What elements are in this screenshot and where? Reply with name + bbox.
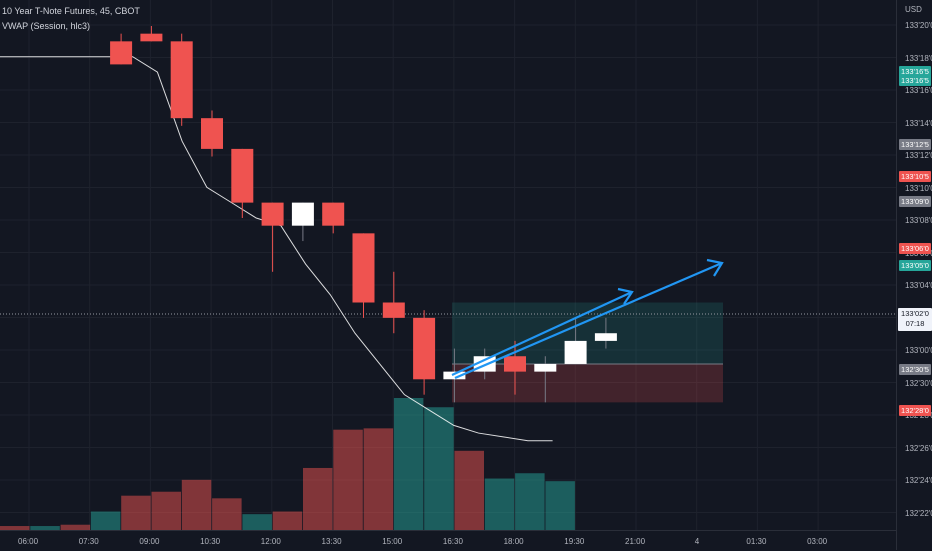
time-tick-label: 19:30: [564, 537, 585, 546]
volume-bar: [393, 398, 424, 530]
price-tick-label: 133'18'0: [905, 53, 932, 63]
vwap-line: [0, 56, 553, 442]
time-tick-label: 10:30: [200, 537, 221, 546]
price-tick-label: 133'10'0: [905, 183, 932, 193]
price-tick-label: 132'22'0: [905, 508, 932, 518]
candle-body: [564, 340, 587, 364]
price-chart[interactable]: [0, 0, 896, 530]
price-tick-label: 133'12'0: [905, 151, 932, 160]
candle-body: [443, 371, 466, 380]
volume-bar: [363, 428, 394, 530]
currency-label: USD: [905, 5, 922, 14]
price-tick-label: 132'30'0: [905, 378, 932, 388]
time-tick-label: 4: [694, 537, 700, 546]
candle-body: [261, 202, 284, 226]
last-price-value: 133'02'0: [901, 309, 929, 318]
time-tick-label: 12:00: [260, 537, 281, 546]
price-tick-label: 133'20'0: [905, 21, 932, 30]
price-tag: 133'09'0: [899, 196, 931, 207]
volume-bar: [424, 407, 454, 530]
volume-bar: [0, 526, 30, 530]
volume-bar: [333, 429, 363, 530]
projection-arrow-short: [451, 291, 633, 376]
price-tag: 133'16'5: [899, 75, 931, 86]
volume-bar: [242, 514, 272, 530]
candle-body: [231, 148, 254, 203]
time-tick-label: 15:00: [382, 537, 403, 546]
vwap-indicator-label[interactable]: VWAP (Session, hlc3): [2, 21, 91, 31]
candle-body: [170, 41, 193, 119]
time-tick-label: 01:30: [746, 537, 767, 546]
price-tick-label: 133'04'0: [905, 281, 932, 290]
price-tick-label: 133'08'0: [905, 216, 932, 225]
chart-area[interactable]: 10 Year T-Note Futures, 45, CBOT VWAP (S…: [0, 0, 896, 530]
last-price-tag: 133'02'0 07:18: [898, 308, 932, 331]
volume-bar: [151, 491, 181, 530]
volume-bar: [30, 526, 60, 530]
price-axis[interactable]: 133'20'0 133'18'0 133'16'0 133'14'0 133'12'0…: [896, 0, 932, 550]
candle-body: [291, 202, 314, 226]
volume-bar: [272, 511, 303, 530]
price-tag: 132'30'5: [899, 364, 931, 375]
candle-body: [534, 363, 557, 372]
time-axis[interactable]: 06:00 07:30 09:00 10:30 12:00 13:30 15:00 16:30…: [0, 530, 896, 551]
time-tick-label: 06:00: [18, 537, 39, 546]
volume-bar: [212, 498, 242, 530]
position-stop-zone: [452, 363, 723, 403]
candle-body: [504, 356, 526, 372]
candle-body: [110, 41, 133, 65]
candle-body: [352, 233, 375, 303]
projection-arrow-long: [454, 261, 723, 380]
price-tick-label: 132'26'0: [905, 443, 932, 453]
time-tick-label: 07:30: [78, 537, 99, 546]
candle-body: [413, 317, 436, 380]
time-tick-label: 13:30: [321, 537, 342, 546]
volume-bar: [121, 495, 151, 530]
chart-legend[interactable]: 10 Year T-Note Futures, 45, CBOT VWAP (S…: [2, 4, 140, 34]
price-tag: 133'06'0: [899, 243, 931, 254]
volume-bar: [484, 478, 515, 530]
volume-bar: [181, 479, 212, 530]
price-tag: 133'12'5: [899, 139, 931, 150]
time-tick-label: 09:00: [139, 537, 160, 546]
time-tick-label: 03:00: [807, 537, 828, 546]
time-tick-label: 18:00: [503, 537, 524, 546]
price-tick-label: 133'00'0: [905, 346, 932, 355]
candle-body: [594, 333, 617, 341]
price-tick-label: 132'24'0: [905, 476, 932, 485]
projection-arrowhead-short: [617, 287, 634, 305]
volume-bar: [303, 467, 333, 530]
volume-bar: [454, 450, 484, 530]
candle-body: [322, 202, 345, 226]
candle-body: [140, 33, 163, 42]
volume-bar: [515, 473, 545, 530]
bar-countdown: 07:18: [905, 319, 925, 328]
candle-body: [201, 118, 223, 149]
price-tick-label: 133'14'0: [905, 118, 932, 128]
price-tick-label: 133'16'0: [905, 86, 932, 95]
candle-body: [382, 302, 405, 318]
volume-bar: [60, 524, 91, 530]
time-tick-label: 16:30: [442, 537, 463, 546]
price-tag: 132'28'0: [899, 405, 931, 416]
time-tick-label: 21:00: [625, 537, 646, 546]
projection-arrowhead-long: [706, 258, 724, 277]
price-tag: 133'05'0: [899, 260, 931, 271]
price-tag: 133'16'5: [899, 66, 931, 77]
volume-bar: [545, 481, 575, 530]
volume-bar: [90, 511, 121, 530]
symbol-title[interactable]: 10 Year T-Note Futures, 45, CBOT: [2, 6, 140, 16]
price-tag: 133'10'5: [899, 171, 931, 182]
